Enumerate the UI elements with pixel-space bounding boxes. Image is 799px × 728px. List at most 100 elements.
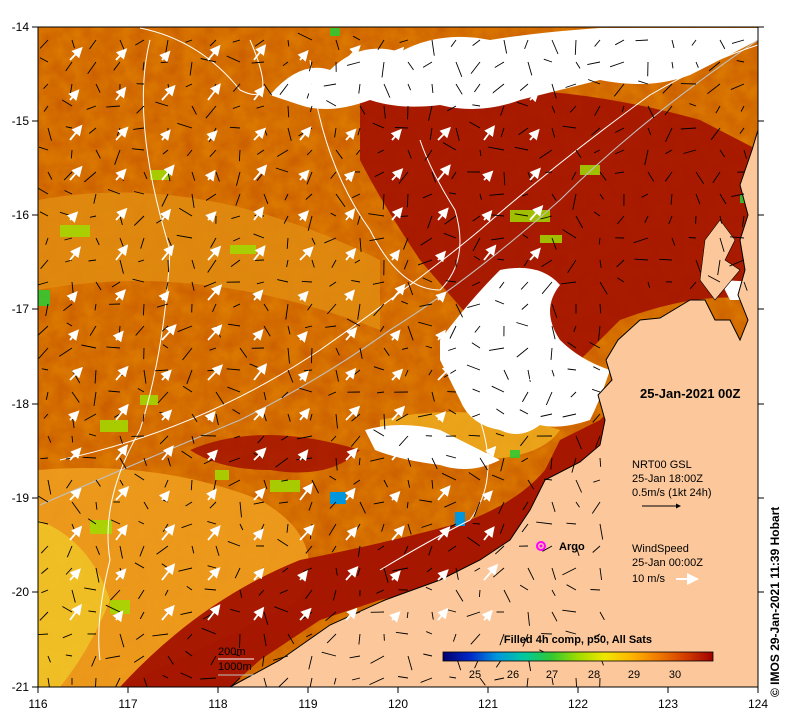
current-arrow-icon bbox=[330, 171, 337, 179]
current-arrow-icon bbox=[164, 589, 169, 596]
current-arrow-icon bbox=[40, 545, 49, 554]
current-arrow-icon bbox=[305, 589, 313, 600]
current-arrow-icon bbox=[133, 215, 145, 226]
wind-arrow-icon bbox=[437, 569, 449, 581]
current-arrow-icon bbox=[370, 457, 385, 462]
current-arrow-icon bbox=[455, 127, 460, 141]
wind-arrow-icon bbox=[69, 525, 83, 541]
current-arrow-icon bbox=[407, 457, 412, 467]
current-arrow-icon bbox=[575, 61, 581, 69]
current-arrow-icon bbox=[95, 281, 102, 291]
current-arrow-icon bbox=[41, 368, 49, 371]
current-arrow-icon bbox=[39, 211, 49, 217]
current-arrow-icon bbox=[43, 105, 49, 112]
current-arrow-icon bbox=[638, 80, 649, 85]
current-arrow-icon bbox=[45, 237, 49, 245]
wind-legend-line1: WindSpeed bbox=[632, 543, 689, 555]
wind-arrow-icon bbox=[437, 44, 451, 61]
current-arrow-icon bbox=[180, 611, 193, 616]
current-arrow-icon bbox=[680, 127, 697, 130]
current-arrow-icon bbox=[38, 146, 49, 151]
current-arrow-icon bbox=[593, 366, 601, 371]
current-arrow-icon bbox=[551, 83, 557, 99]
wind-arrow-icon bbox=[345, 447, 358, 461]
current-arrow-icon bbox=[94, 303, 97, 311]
current-arrow-icon bbox=[383, 479, 389, 488]
current-arrow-icon bbox=[695, 193, 701, 205]
current-arrow-icon bbox=[562, 413, 577, 418]
current-arrow-icon bbox=[38, 325, 49, 336]
wind-arrow-icon bbox=[207, 284, 223, 301]
current-arrow-icon bbox=[351, 279, 361, 283]
current-arrow-icon bbox=[527, 567, 535, 581]
colorbar-tick-label: 27 bbox=[546, 669, 558, 681]
current-arrow-icon bbox=[321, 651, 337, 657]
current-arrow-icon bbox=[551, 369, 555, 377]
current-arrow-icon bbox=[182, 347, 193, 361]
wind-arrow-icon bbox=[253, 606, 265, 621]
current-arrow-icon bbox=[671, 237, 676, 246]
current-arrow-icon bbox=[647, 105, 655, 119]
current-arrow-icon bbox=[419, 499, 433, 503]
wind-arrow-icon bbox=[436, 447, 448, 461]
current-arrow-icon bbox=[263, 611, 269, 625]
current-arrow-icon bbox=[359, 237, 362, 252]
current-arrow-icon bbox=[712, 171, 721, 184]
current-arrow-icon bbox=[352, 35, 361, 41]
wind-arrow-icon bbox=[69, 366, 83, 381]
current-arrow-icon bbox=[233, 653, 241, 657]
current-arrow-icon bbox=[328, 523, 337, 536]
current-arrow-icon bbox=[136, 633, 145, 640]
current-arrow-icon bbox=[299, 387, 313, 393]
current-arrow-icon bbox=[239, 501, 242, 518]
x-tick-label: 121 bbox=[478, 697, 498, 711]
current-arrow-icon bbox=[574, 39, 577, 55]
current-arrow-icon bbox=[572, 193, 577, 210]
colorbar-title: Filled 4h comp, p50, All Sats bbox=[504, 634, 652, 646]
current-arrow-icon bbox=[215, 171, 220, 182]
wind-arrow-icon bbox=[206, 130, 218, 142]
current-arrow-icon bbox=[541, 259, 553, 267]
wind-arrow-icon bbox=[298, 407, 310, 421]
current-arrow-icon bbox=[571, 457, 577, 473]
current-arrow-icon bbox=[142, 413, 145, 422]
current-arrow-icon bbox=[442, 142, 457, 151]
current-arrow-icon bbox=[135, 325, 145, 336]
current-arrow-icon bbox=[229, 126, 241, 129]
current-arrow-icon bbox=[710, 127, 721, 140]
current-arrow-icon bbox=[331, 259, 337, 268]
wind-arrow-icon bbox=[207, 525, 221, 541]
wind-arrow-icon bbox=[66, 211, 79, 223]
current-arrow-icon bbox=[119, 259, 124, 274]
current-arrow-icon bbox=[40, 259, 49, 269]
wind-arrow-icon bbox=[298, 169, 310, 182]
current-arrow-icon bbox=[565, 630, 577, 635]
current-arrow-icon bbox=[205, 193, 217, 201]
current-arrow-icon bbox=[253, 501, 265, 505]
current-arrow-icon bbox=[398, 435, 409, 447]
current-arrow-icon bbox=[474, 83, 481, 93]
current-arrow-icon bbox=[740, 105, 745, 112]
wind-arrow-icon bbox=[207, 604, 221, 621]
current-arrow-icon bbox=[403, 545, 409, 554]
current-arrow-icon bbox=[191, 545, 195, 554]
current-arrow-icon bbox=[114, 149, 121, 165]
current-arrow-icon bbox=[71, 589, 76, 603]
wind-arrow-icon bbox=[391, 445, 405, 461]
wind-arrow-icon bbox=[161, 244, 175, 261]
current-arrow-icon bbox=[418, 321, 433, 327]
wind-arrow-icon bbox=[297, 449, 309, 462]
current-arrow-icon bbox=[182, 385, 193, 393]
current-arrow-icon bbox=[743, 281, 748, 291]
current-arrow-icon bbox=[551, 127, 556, 138]
current-arrow-icon bbox=[423, 653, 433, 657]
current-arrow-icon bbox=[741, 215, 745, 227]
current-arrow-icon bbox=[420, 237, 433, 246]
current-arrow-icon bbox=[398, 171, 409, 184]
wind-arrow-icon bbox=[297, 50, 309, 62]
current-arrow-icon bbox=[489, 193, 505, 196]
wind-arrow-icon bbox=[115, 48, 128, 61]
current-arrow-icon bbox=[516, 101, 529, 107]
current-arrow-icon bbox=[617, 277, 625, 283]
current-arrow-icon bbox=[186, 586, 193, 591]
